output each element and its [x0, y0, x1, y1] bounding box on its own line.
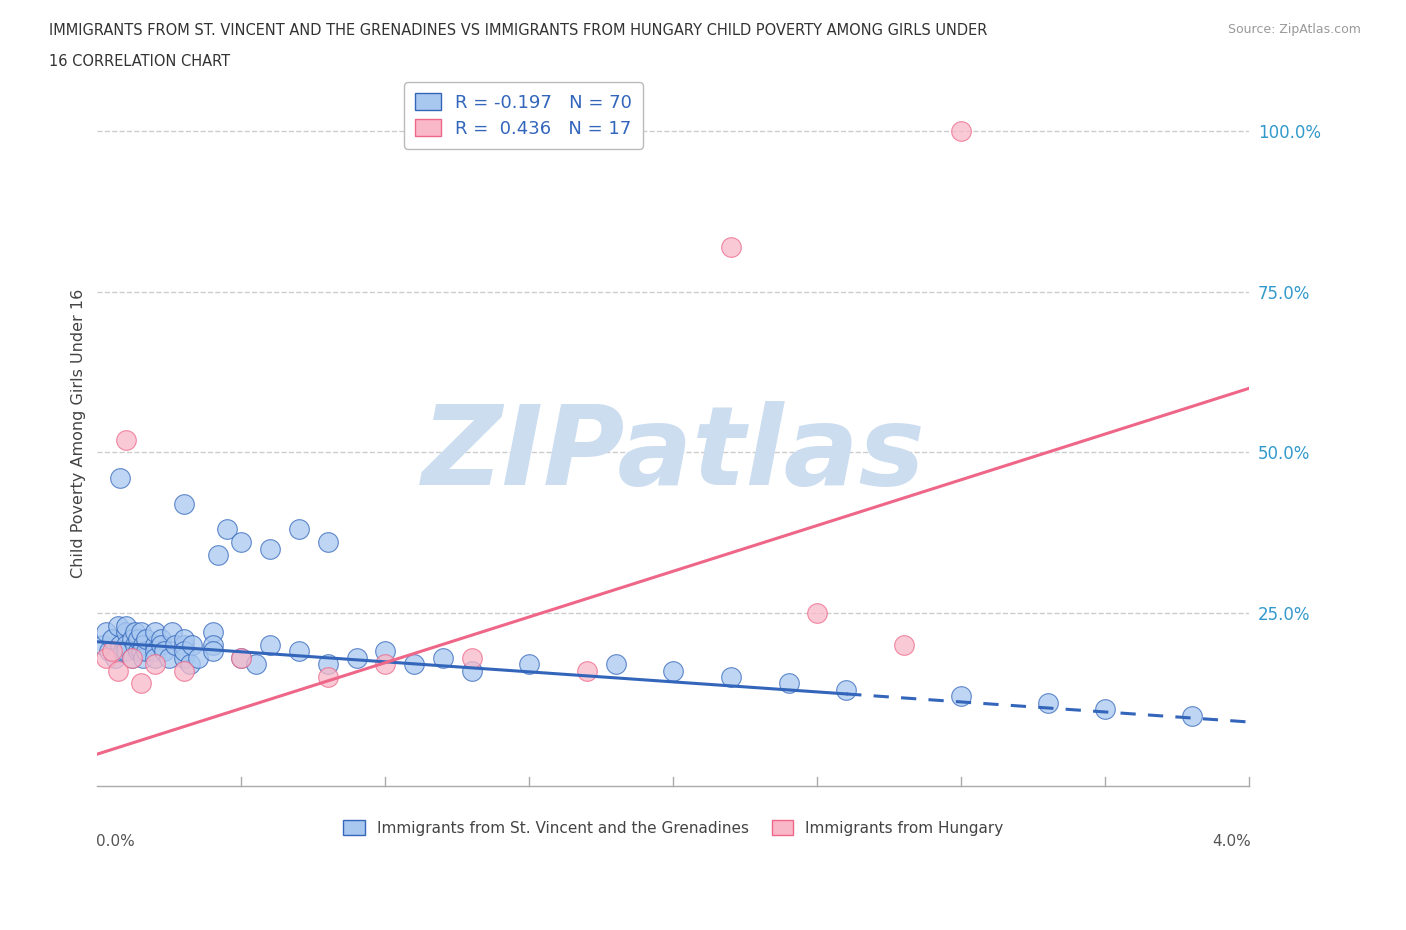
- Point: [115, 644, 138, 658]
- Point: [157, 650, 180, 665]
- Point: [115, 638, 138, 653]
- Point: [104, 650, 127, 665]
- Point: [149, 631, 172, 646]
- Point: [720, 670, 742, 684]
- Point: [778, 676, 800, 691]
- Point: [950, 689, 973, 704]
- Point: [121, 650, 143, 665]
- Point: [115, 625, 138, 640]
- Point: [112, 644, 135, 658]
- Point: [316, 670, 339, 684]
- Point: [461, 650, 484, 665]
- Point: [245, 657, 267, 671]
- Point: [720, 240, 742, 255]
- Point: [893, 638, 915, 653]
- Point: [121, 631, 143, 646]
- Point: [201, 625, 224, 640]
- Point: [129, 625, 152, 640]
- Point: [374, 657, 396, 671]
- Point: [662, 663, 685, 678]
- Text: ZIPatlas: ZIPatlas: [422, 401, 925, 508]
- Point: [1036, 696, 1059, 711]
- Point: [149, 638, 172, 653]
- Point: [1181, 708, 1204, 723]
- Point: [110, 638, 132, 653]
- Point: [107, 618, 129, 633]
- Y-axis label: Child Poverty Among Girls Under 16: Child Poverty Among Girls Under 16: [72, 288, 86, 578]
- Point: [173, 650, 195, 665]
- Point: [143, 650, 166, 665]
- Text: Source: ZipAtlas.com: Source: ZipAtlas.com: [1227, 23, 1361, 36]
- Point: [346, 650, 368, 665]
- Point: [288, 522, 311, 537]
- Point: [115, 432, 138, 447]
- Point: [259, 541, 281, 556]
- Point: [97, 644, 120, 658]
- Point: [806, 605, 828, 620]
- Point: [143, 644, 166, 658]
- Point: [835, 683, 858, 698]
- Point: [173, 631, 195, 646]
- Point: [143, 657, 166, 671]
- Point: [1094, 702, 1116, 717]
- Point: [135, 631, 157, 646]
- Point: [165, 638, 187, 653]
- Point: [100, 631, 122, 646]
- Point: [187, 650, 209, 665]
- Point: [201, 638, 224, 653]
- Point: [100, 644, 122, 658]
- Point: [231, 650, 253, 665]
- Point: [517, 657, 540, 671]
- Point: [179, 657, 201, 671]
- Point: [231, 535, 253, 550]
- Point: [132, 650, 155, 665]
- Point: [605, 657, 627, 671]
- Point: [160, 625, 183, 640]
- Point: [173, 663, 195, 678]
- Point: [432, 650, 454, 665]
- Point: [374, 644, 396, 658]
- Point: [94, 650, 117, 665]
- Point: [124, 625, 146, 640]
- Point: [173, 497, 195, 512]
- Point: [207, 548, 229, 563]
- Point: [231, 650, 253, 665]
- Point: [129, 644, 152, 658]
- Point: [94, 625, 117, 640]
- Point: [132, 638, 155, 653]
- Point: [173, 638, 195, 653]
- Point: [215, 522, 238, 537]
- Point: [115, 618, 138, 633]
- Point: [950, 124, 973, 139]
- Text: 4.0%: 4.0%: [1212, 834, 1250, 849]
- Point: [575, 663, 598, 678]
- Point: [127, 644, 149, 658]
- Point: [107, 663, 129, 678]
- Point: [91, 638, 114, 653]
- Text: 0.0%: 0.0%: [96, 834, 135, 849]
- Legend: Immigrants from St. Vincent and the Grenadines, Immigrants from Hungary: Immigrants from St. Vincent and the Gren…: [337, 815, 1010, 843]
- Point: [121, 650, 143, 665]
- Point: [173, 644, 195, 658]
- Point: [110, 471, 132, 485]
- Text: 16 CORRELATION CHART: 16 CORRELATION CHART: [49, 54, 231, 69]
- Point: [181, 638, 204, 653]
- Point: [143, 625, 166, 640]
- Point: [143, 638, 166, 653]
- Text: IMMIGRANTS FROM ST. VINCENT AND THE GRENADINES VS IMMIGRANTS FROM HUNGARY CHILD : IMMIGRANTS FROM ST. VINCENT AND THE GREN…: [49, 23, 987, 38]
- Point: [152, 644, 174, 658]
- Point: [316, 535, 339, 550]
- Point: [461, 663, 484, 678]
- Point: [404, 657, 426, 671]
- Point: [201, 644, 224, 658]
- Point: [135, 644, 157, 658]
- Point: [127, 631, 149, 646]
- Point: [259, 638, 281, 653]
- Point: [124, 638, 146, 653]
- Point: [288, 644, 311, 658]
- Point: [316, 657, 339, 671]
- Point: [129, 676, 152, 691]
